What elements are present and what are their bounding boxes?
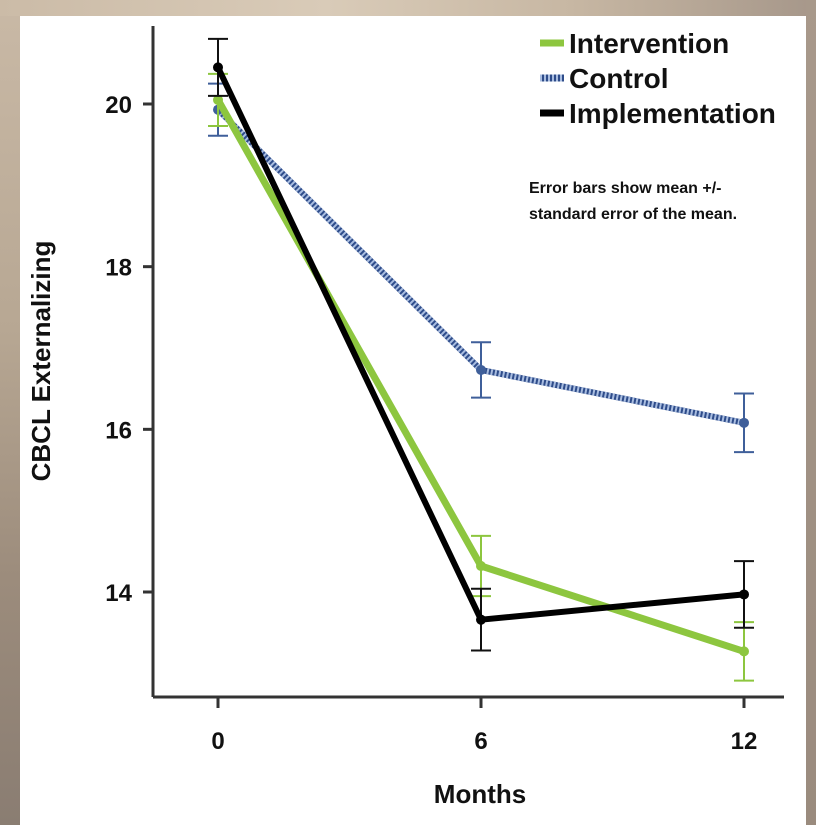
- axes: [151, 26, 784, 699]
- point-implementation: [213, 62, 223, 73]
- y-tick-label: 20: [105, 92, 132, 119]
- legend-label-implementation: Implementation: [569, 98, 776, 129]
- annotation-line-2: standard error of the mean.: [529, 206, 737, 223]
- legend-label-intervention: Intervention: [569, 28, 729, 59]
- point-control: [739, 417, 749, 428]
- x-axis-title: Months: [434, 779, 526, 809]
- background-photo-edge-top: [0, 0, 816, 16]
- series-control: [208, 82, 754, 454]
- legend-item-intervention: Intervention: [540, 28, 729, 59]
- annotation-line-1: Error bars show mean +/-: [529, 180, 722, 197]
- y-tick-label: 18: [105, 255, 132, 282]
- y-axis-title: CBCL Externalizing: [26, 241, 56, 482]
- legend-item-control: Control: [540, 63, 669, 94]
- x-tick-label: 6: [474, 728, 487, 755]
- background-photo-edge-right: [806, 0, 816, 825]
- x-tick-label: 12: [731, 728, 758, 755]
- x-ticks: 0 6 12: [211, 697, 757, 755]
- background-photo-edge-left: [0, 0, 20, 825]
- legend-label-control: Control: [569, 63, 669, 94]
- x-tick-label: 0: [211, 728, 224, 755]
- point-intervention: [739, 646, 749, 657]
- legend: Intervention Control Implementation: [540, 28, 776, 129]
- point-intervention: [476, 560, 486, 571]
- plot-panel: [20, 16, 806, 825]
- y-ticks: 14 16 18 20: [105, 92, 153, 607]
- y-tick-label: 14: [105, 580, 132, 607]
- series-layer: [208, 37, 754, 682]
- line-control-pattern: [215, 107, 745, 426]
- series-implementation: [208, 37, 754, 652]
- point-implementation: [476, 614, 486, 625]
- y-tick-label: 16: [105, 417, 132, 444]
- legend-item-implementation: Implementation: [540, 98, 776, 129]
- point-implementation: [739, 589, 749, 600]
- point-control: [476, 364, 486, 375]
- point-intervention: [213, 94, 223, 105]
